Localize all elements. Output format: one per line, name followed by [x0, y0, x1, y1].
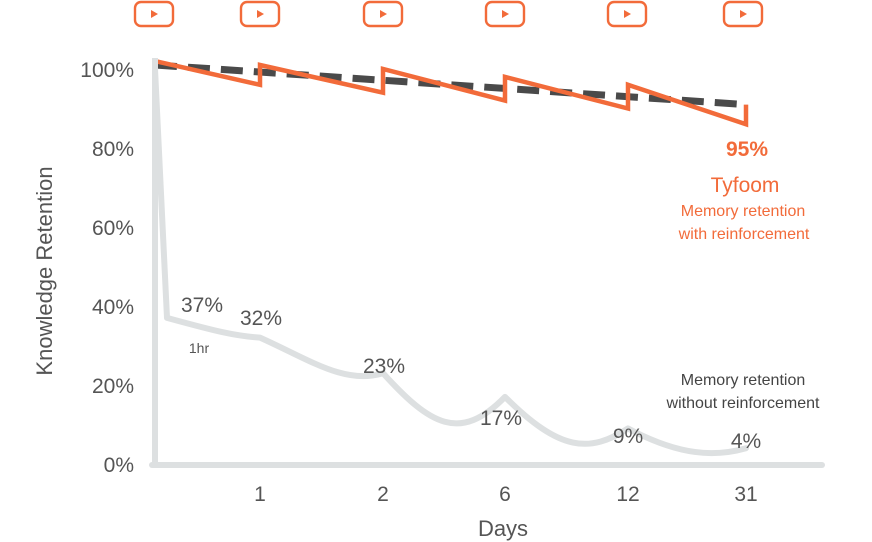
data-label: 4%: [731, 430, 761, 453]
data-label: 32%: [240, 307, 282, 330]
play-icon: [722, 0, 764, 28]
series-line-without-reinforcement: [152, 66, 749, 457]
y-tick-label: 80%: [92, 138, 134, 161]
reinforced-title: Tyfoom: [711, 174, 780, 197]
play-icon: [362, 0, 404, 28]
y-tick-label: 40%: [92, 296, 134, 319]
series-lines: [152, 58, 749, 457]
reinforced-end-percent: 95%: [726, 138, 768, 161]
unreinforced-desc-line1: Memory retention: [681, 372, 806, 389]
play-icon: [133, 0, 175, 28]
axes: [149, 58, 825, 468]
data-label: 23%: [363, 355, 405, 378]
x-tick-label: 6: [499, 483, 511, 506]
y-tick-label: 60%: [92, 217, 134, 240]
y-axis-label: Knowledge Retention: [32, 166, 57, 375]
y-axis-ticks: 0% 20% 40% 60% 80% 100%: [80, 59, 134, 477]
reinforced-desc-line2: with reinforcement: [678, 226, 810, 243]
x-axis-label: Days: [478, 516, 528, 541]
reinforced-desc-line1: Memory retention: [681, 203, 806, 220]
play-icon: [484, 0, 526, 28]
x-axis-ticks: 1 2 6 12 31: [254, 483, 758, 506]
x-tick-label: 1: [254, 483, 266, 506]
y-tick-label: 100%: [80, 59, 134, 82]
reinforcement-icons: [133, 0, 764, 28]
y-tick-label: 0%: [104, 454, 134, 477]
play-icon: [239, 0, 281, 28]
data-labels: 37% 1hr 32% 23% 17% 9% 4%: [181, 294, 761, 453]
y-tick-label: 20%: [92, 375, 134, 398]
play-icon: [606, 0, 648, 28]
data-label: 9%: [613, 425, 643, 448]
data-label: 37%: [181, 294, 223, 317]
data-label: 17%: [480, 407, 522, 430]
x-tick-label: 31: [734, 483, 757, 506]
x-tick-label: 2: [377, 483, 389, 506]
data-sublabel: 1hr: [189, 340, 210, 356]
unreinforced-desc-line2: without reinforcement: [666, 395, 821, 412]
x-tick-label: 12: [616, 483, 639, 506]
series-line-with-reinforcement: [154, 58, 749, 128]
